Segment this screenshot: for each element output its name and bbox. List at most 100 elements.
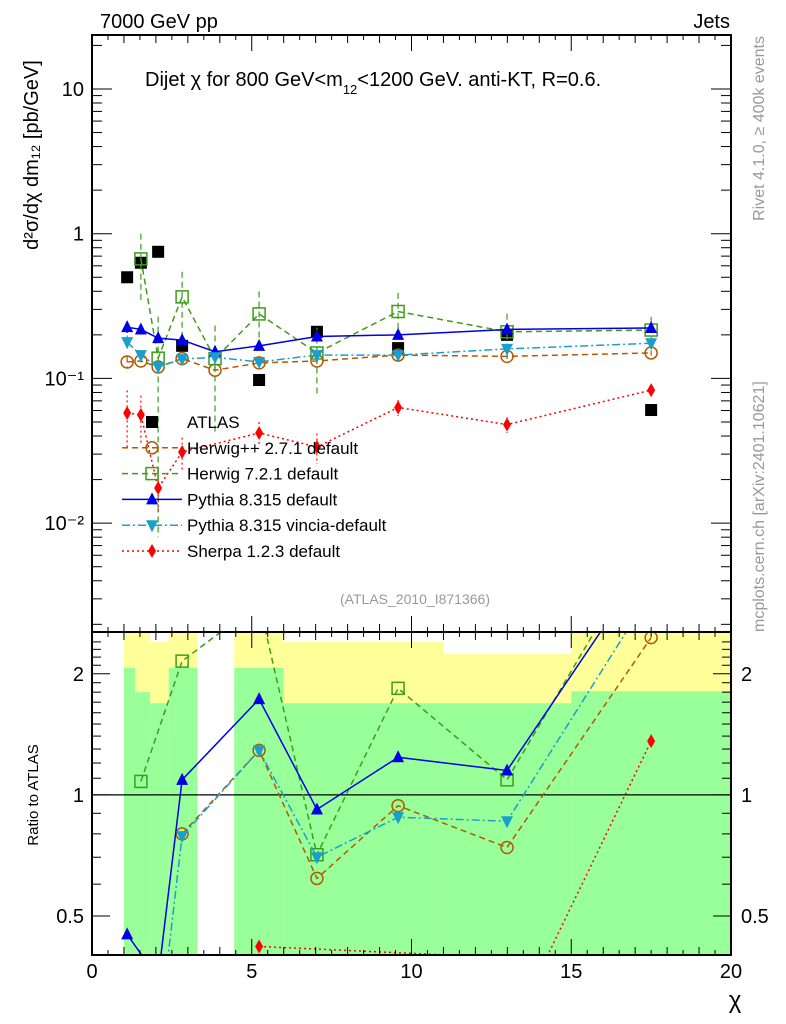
ratio-series-pythia-8-315-vincia-default <box>167 632 628 955</box>
data-point <box>134 252 148 266</box>
data-point <box>121 337 134 350</box>
legend-item-atlas: ATLAS <box>146 413 240 432</box>
ratio-point <box>647 734 656 749</box>
data-point <box>310 329 323 342</box>
ratio-y-tick-label-right: 2 <box>741 664 752 686</box>
green-band <box>150 703 169 955</box>
ratio-point <box>392 812 405 825</box>
ratio-series-sherpa-1-2-3-default <box>255 734 656 955</box>
data-point <box>136 407 145 422</box>
yellow-band <box>123 632 136 668</box>
yellow-band <box>135 632 151 693</box>
data-point <box>121 271 134 284</box>
data-point <box>253 374 266 387</box>
ratio-series-pythia-8-315-default <box>121 632 602 955</box>
header-right: Jets <box>693 11 730 33</box>
data-point <box>312 439 321 454</box>
yellow-band <box>283 641 444 704</box>
data-point <box>120 355 134 369</box>
green-band <box>443 703 572 955</box>
data-point <box>255 425 264 440</box>
ratio-line <box>126 632 602 955</box>
data-point <box>647 383 656 398</box>
side-label-rivet: Rivet 4.1.0, ≥ 400k events <box>751 36 768 221</box>
data-point <box>154 480 163 495</box>
x-tick-label: 20 <box>720 961 742 983</box>
ratio-y-tick-label-right: 1 <box>741 785 752 807</box>
title-end: <1200 GeV. anti-KT, R=0.6. <box>357 69 601 91</box>
series-line <box>140 258 652 361</box>
series-line <box>127 326 652 353</box>
legend-marker <box>146 416 158 428</box>
data-point <box>645 338 658 351</box>
legend-label: Herwig 7.2.1 default <box>187 465 338 484</box>
y-tick-label: 10⁻¹ <box>45 368 85 390</box>
green-band <box>135 692 151 955</box>
y-tick-label: 10 <box>62 79 84 101</box>
y-tick-label: 1 <box>73 224 84 246</box>
ratio-point <box>310 802 323 815</box>
ratio-line <box>181 637 652 880</box>
yellow-band <box>443 653 572 704</box>
yellow-band <box>571 632 731 692</box>
ratio-point <box>500 840 514 855</box>
legend-marker <box>146 492 158 505</box>
ratio-point <box>253 692 266 705</box>
ratio-y-tick-label: 2 <box>73 664 84 686</box>
ratio-point <box>175 654 189 668</box>
series-sherpa-1-2-3-default <box>123 383 656 515</box>
yellow-band <box>168 632 198 668</box>
series-line <box>127 352 652 371</box>
data-point <box>501 343 514 356</box>
data-point <box>394 400 403 415</box>
data-point <box>123 405 132 420</box>
ratio-point <box>253 745 266 758</box>
ratio-point <box>176 772 189 785</box>
ratio-point <box>644 632 658 645</box>
ratio-series-herwig-2-7-1-default <box>175 632 658 886</box>
data-point <box>391 304 405 319</box>
data-point <box>253 356 266 369</box>
data-point <box>253 338 266 351</box>
x-tick-label: 5 <box>246 961 257 983</box>
data-point <box>176 354 189 367</box>
ratio-point <box>121 927 134 940</box>
data-point <box>175 290 189 304</box>
data-point <box>134 322 147 335</box>
ratio-point <box>176 831 189 844</box>
ratio-point <box>391 798 405 813</box>
data-point <box>392 350 405 363</box>
y-axis-label: d²σ/dχ dm₁₂ [pb/GeV] <box>21 60 43 250</box>
yellow-band <box>150 641 169 704</box>
x-axis-label: χ <box>729 987 742 1014</box>
series-pythia-8-315-default <box>121 320 658 357</box>
legend-item-herwig-2-7-1-default: Herwig++ 2.7.1 default <box>122 439 358 458</box>
legend-item-pythia-8-315-vincia-default: Pythia 8.315 vincia-default <box>122 516 387 535</box>
header-left: 7000 GeV pp <box>100 11 218 33</box>
side-label-mcplots: mcplots.cern.ch [arXiv:2401.10621] <box>751 381 768 632</box>
legend-item-pythia-8-315-default: Pythia 8.315 default <box>122 490 338 509</box>
legend-item-sherpa-1-2-3-default: Sherpa 1.2.3 default <box>122 542 340 561</box>
series-herwig-2-7-1-default <box>120 346 658 377</box>
legend-label: Pythia 8.315 vincia-default <box>187 516 387 535</box>
ratio-point <box>501 763 514 776</box>
ratio-point <box>392 750 405 763</box>
legend-marker <box>145 441 159 455</box>
series-line <box>126 341 652 368</box>
analysis-id: (ATLAS_2010_I871366) <box>340 591 490 607</box>
data-point <box>176 333 189 346</box>
data-point <box>152 245 165 258</box>
green-band <box>234 667 284 955</box>
legend-marker <box>146 520 158 533</box>
legend: ATLAS Herwig++ 2.7.1 default Herwig 7.2.1 … <box>122 413 387 561</box>
legend-label: Herwig++ 2.7.1 default <box>187 439 358 458</box>
data-point <box>392 327 405 340</box>
data-point <box>645 321 658 334</box>
legend-marker <box>145 466 159 481</box>
data-point <box>134 350 147 363</box>
legend-label: Pythia 8.315 default <box>187 490 338 509</box>
ratio-point <box>255 939 264 954</box>
ratio-line <box>140 632 596 857</box>
ratio-uncertainty-bands <box>123 632 731 955</box>
